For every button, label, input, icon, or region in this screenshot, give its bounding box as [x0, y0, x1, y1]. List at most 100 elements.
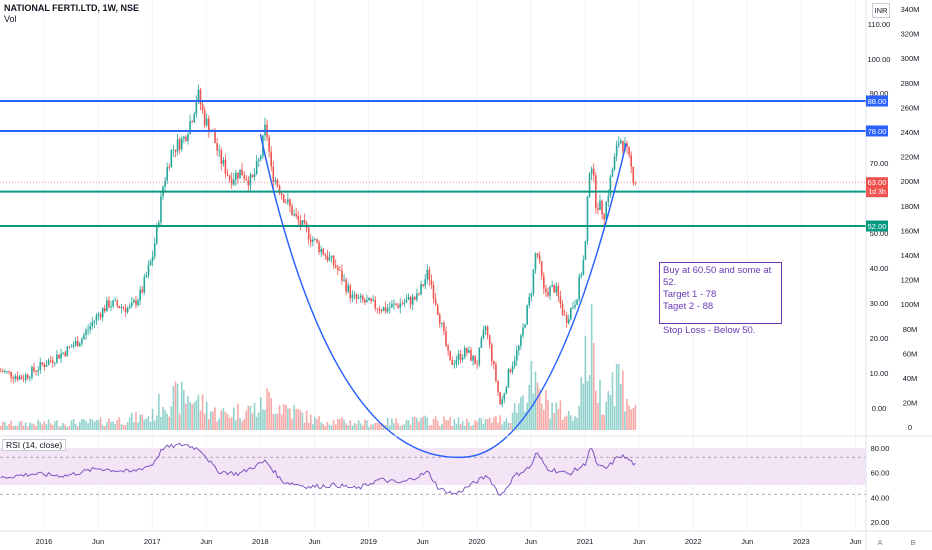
volume-bar: [441, 423, 443, 430]
volume-bar: [276, 413, 279, 430]
candle-body: [316, 238, 318, 243]
volume-bar: [139, 414, 141, 430]
candle-body: [47, 360, 50, 366]
candle-body: [413, 296, 416, 300]
candle-body: [120, 307, 123, 309]
candle-body: [459, 353, 462, 360]
symbol-title[interactable]: NATIONAL FERTI.LTD, 1W, NSE: [4, 3, 139, 13]
candle-body: [89, 326, 91, 330]
candle-body: [501, 399, 503, 405]
volume-bar: [513, 403, 516, 430]
rsi-label[interactable]: RSI (14, close): [2, 439, 67, 451]
volume-tick-label: 80M: [903, 325, 918, 334]
candle-body: [22, 379, 25, 380]
candle-body: [455, 360, 458, 364]
volume-bar: [230, 417, 233, 430]
rsi-tick-label: 20.00: [871, 518, 890, 527]
volume-bar: [472, 425, 474, 430]
candle-body: [2, 370, 4, 373]
volume-bar: [630, 409, 632, 430]
candle-body: [166, 167, 168, 181]
volume-bar: [595, 390, 597, 430]
volume-bar: [411, 417, 414, 430]
last-price-label: 63.00: [868, 178, 887, 187]
volume-bar: [10, 420, 12, 430]
rsi-line: [0, 442, 636, 496]
volume-bar: [307, 422, 310, 430]
candle-body: [567, 319, 570, 324]
candle-body: [43, 364, 46, 367]
volume-bar: [120, 424, 123, 430]
candle-body: [239, 169, 241, 179]
volume-bar: [628, 405, 630, 430]
candle-body: [420, 284, 422, 295]
volume-bar: [332, 419, 335, 430]
volume-bar: [170, 406, 173, 430]
volume-bar: [287, 408, 289, 430]
volume-bar: [374, 422, 377, 430]
candle-body: [357, 297, 360, 299]
volume-bar: [6, 425, 8, 430]
level-label: 88.00: [868, 97, 887, 106]
volume-bar: [33, 423, 35, 430]
volume-bar: [520, 397, 522, 430]
candle-body: [449, 350, 451, 361]
volume-bar: [135, 411, 137, 430]
auto-scale-button[interactable]: A: [877, 538, 883, 547]
volume-bar: [355, 424, 358, 430]
trade-note[interactable]: Buy at 60.50 and some at 52. Target 1 - …: [659, 262, 782, 336]
volume-bar: [39, 422, 42, 430]
volume-bar: [359, 423, 362, 430]
candle-body: [183, 136, 185, 139]
candle-body: [199, 89, 202, 105]
volume-bar: [357, 420, 360, 430]
candle-body: [35, 370, 37, 372]
volume-bar: [545, 390, 547, 430]
volume-bar: [51, 424, 54, 430]
volume-bar: [289, 408, 291, 430]
candle-body: [155, 225, 158, 244]
candle-body: [195, 101, 198, 115]
volume-bar: [505, 418, 508, 430]
price-tick-label: 10.00: [870, 369, 889, 378]
volume-bar: [470, 425, 472, 430]
candle-body: [268, 137, 270, 152]
volume-bar: [453, 419, 456, 430]
candle-body: [632, 166, 635, 184]
volume-bar: [2, 421, 4, 430]
candle-body: [588, 173, 591, 197]
candle-body: [257, 159, 260, 162]
candle-body: [347, 285, 350, 292]
candle-body: [547, 292, 549, 296]
volume-bar: [524, 411, 526, 430]
volume-bar: [324, 425, 327, 430]
candle-body: [33, 367, 35, 371]
candle-body: [291, 206, 293, 216]
candle-body: [561, 303, 564, 315]
volume-bar: [180, 381, 183, 430]
volume-bar: [226, 413, 229, 430]
candle-body: [260, 156, 262, 160]
volume-bar: [137, 422, 139, 430]
candle-body: [447, 345, 449, 351]
volume-bar: [436, 420, 439, 430]
candle-body: [143, 277, 146, 293]
price-tick-label: 50.00: [870, 229, 889, 238]
volume-bar: [106, 422, 108, 430]
candle-body: [95, 315, 98, 321]
volume-bar: [162, 406, 164, 430]
candle-body: [247, 180, 250, 186]
candle-body: [486, 326, 489, 336]
volume-bar: [563, 416, 566, 430]
log-scale-button[interactable]: B: [910, 538, 916, 547]
volume-bar: [118, 417, 121, 430]
volume-bar: [26, 426, 29, 430]
volume-bar: [151, 408, 154, 430]
candle-body: [565, 315, 568, 324]
candle-body: [51, 360, 54, 363]
volume-bar: [124, 424, 127, 430]
candle-body: [503, 393, 506, 400]
volume-bar: [43, 421, 46, 430]
currency-badge[interactable]: INR: [872, 3, 890, 18]
